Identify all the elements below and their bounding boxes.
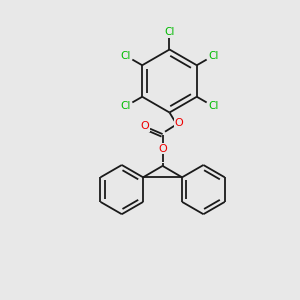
Text: Cl: Cl xyxy=(121,101,131,111)
Text: O: O xyxy=(140,121,149,131)
Text: Cl: Cl xyxy=(208,101,218,111)
Text: Cl: Cl xyxy=(208,51,218,61)
Text: Cl: Cl xyxy=(164,27,175,37)
Text: O: O xyxy=(158,143,167,154)
Text: Cl: Cl xyxy=(121,51,131,61)
Text: O: O xyxy=(174,118,183,128)
